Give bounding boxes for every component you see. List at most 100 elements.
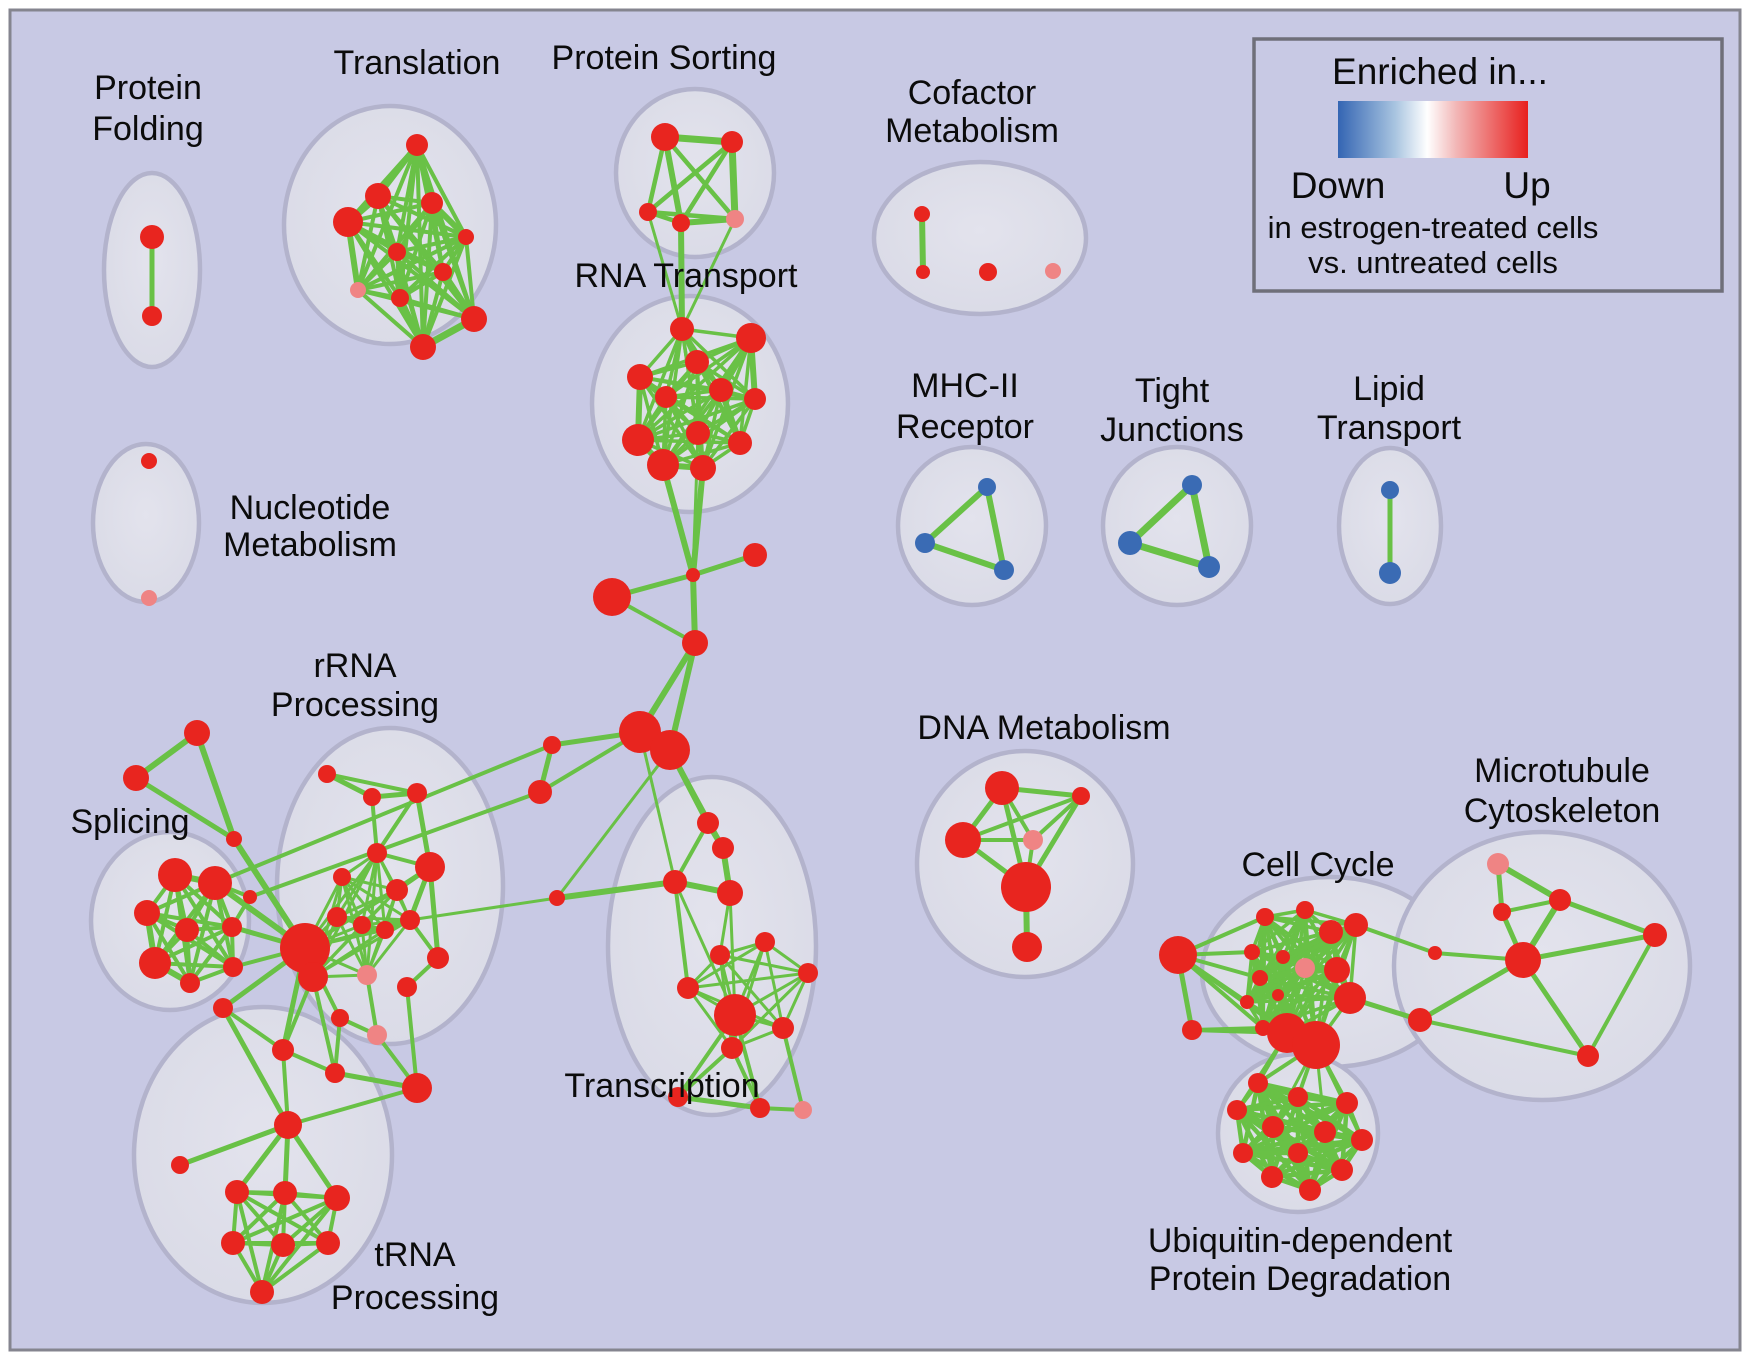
gene-set-node-ubiquitin [1288,1087,1308,1107]
edge-transcription [686,986,734,1050]
cluster-label-ubiquitin: Protein Degradation [1149,1260,1451,1298]
gene-set-node-splicing [139,947,171,979]
gene-set-node-splicing [222,917,242,937]
edge-microtubule [1557,897,1658,938]
gene-set-node-rrna [415,852,445,882]
gene-set-node-microtubule [1487,853,1509,875]
legend-label-up: Up [1503,165,1550,206]
gene-set-node-rrna [357,965,377,985]
gene-set-node-tight_junctions [1118,531,1142,555]
gene-set-node-rna_transport [690,455,716,481]
gene-set-node-ubiquitin [1336,1092,1358,1114]
gene-set-node-splicing [158,858,192,892]
edge-transcription [718,953,785,1030]
edge-rna_transport [636,397,757,442]
edge-microtubule [1520,932,1658,963]
edge-bridge [133,775,237,842]
gene-set-node-bridge [593,578,631,616]
cluster-label-tight_junctions: Junctions [1100,411,1244,449]
edge-rna_transport [680,327,757,401]
gene-set-node-microtubule [1428,946,1442,960]
gene-set-node-dna [1023,830,1043,850]
gene-set-node-microtubule [1493,903,1511,921]
gene-set-node-transcription [712,837,734,859]
gene-set-node-ubiquitin [1288,1143,1308,1163]
edge-translation [356,270,445,292]
edge-cell_cycle [1190,1026,1265,1032]
gene-set-node-cell_cycle [1252,970,1268,986]
edge-translation [415,143,468,239]
gene-set-node-translation [391,289,409,307]
edge-rrna [311,975,337,1075]
gene-set-node-transcription [794,1101,812,1119]
gene-set-node-cell_cycle [1296,901,1314,919]
gene-set-node-ubiquitin [1314,1121,1336,1143]
gene-set-node-splicing [175,918,199,942]
gene-set-node-splicing [198,866,232,900]
gene-set-node-rrna [327,907,347,927]
gene-set-node-microtubule [1505,942,1541,978]
edge-link-cell_cycle-microtubule [1354,923,1437,955]
cluster-label-microtubule: Microtubule [1474,752,1650,790]
gene-set-node-transcription [717,880,743,906]
gene-set-node-rrna [298,962,328,992]
edge-protein_sorting [678,216,738,226]
cluster-label-mhc: MHC-II [911,367,1019,405]
edge-microtubule [1417,957,1526,1023]
gene-set-node-protein_sorting [651,123,679,151]
edge-trna [231,1196,339,1245]
gene-set-node-transcription [697,812,719,834]
edge-rna_transport [636,327,684,442]
gene-set-node-translation [365,183,391,209]
edge-rna_transport [701,397,757,470]
gene-set-node-rrna [213,998,233,1018]
gene-set-node-translation [350,282,366,298]
gene-set-node-protein_sorting [726,210,744,228]
gene-set-node-cofactor [1045,263,1061,279]
gene-set-node-trna [274,1111,302,1139]
gene-set-node-lipid [1379,562,1401,584]
edge-link-bridge-bridge [555,748,672,900]
cluster-label-trna: Processing [331,1279,499,1317]
edge-rrna [365,973,379,1037]
gene-set-node-cell_cycle [1344,913,1368,937]
edge-link-rrna-bridge [408,896,559,922]
edge-translation [356,194,380,292]
edge-cell_cycle [1250,908,1307,954]
gene-set-node-nucleotide [141,590,157,606]
edge-ubiquitin [1234,1100,1350,1113]
gene-set-node-protein_sorting [639,203,657,221]
gene-set-node-rna_transport [744,388,766,410]
gene-set-node-rna_transport [670,317,694,341]
edge-link-bridge-splicing [213,743,554,885]
edge-rna_transport [638,375,705,470]
gene-set-node-dna [1072,787,1090,805]
gene-set-node-rna_transport [647,449,679,481]
cluster-label-cell_cycle: Cell Cycle [1241,846,1394,884]
edge-trna [231,1191,287,1245]
gene-set-node-rna_transport [709,378,733,402]
gene-set-node-translation [410,334,436,360]
gene-set-node-cell_cycle [1276,950,1290,964]
edge-transcription [730,971,810,1050]
gene-set-node-cell_cycle [1182,1020,1202,1040]
gene-set-node-rrna [427,947,449,969]
gene-set-node-rrna [386,879,408,901]
gene-set-node-lipid [1381,481,1399,499]
gene-set-node-rrna [397,977,417,997]
edge-link-bridge-splicing [248,790,542,899]
gene-set-node-rrna [400,910,420,930]
gene-set-node-cofactor [979,263,997,281]
gene-set-node-trna [316,1231,340,1255]
edge-transcription [686,971,810,990]
cluster-label-dna: DNA Metabolism [917,709,1170,747]
gene-set-node-splicing [134,900,160,926]
gene-set-node-rna_transport [686,421,710,445]
edge-link-rna_transport-bridge [660,462,696,578]
gene-set-node-rrna [376,921,394,939]
gene-set-node-rna_transport [655,386,677,408]
edge-microtubule [1418,1018,1590,1058]
gene-set-node-bridge [123,765,149,791]
edge-ubiquitin [1240,1150,1345,1173]
